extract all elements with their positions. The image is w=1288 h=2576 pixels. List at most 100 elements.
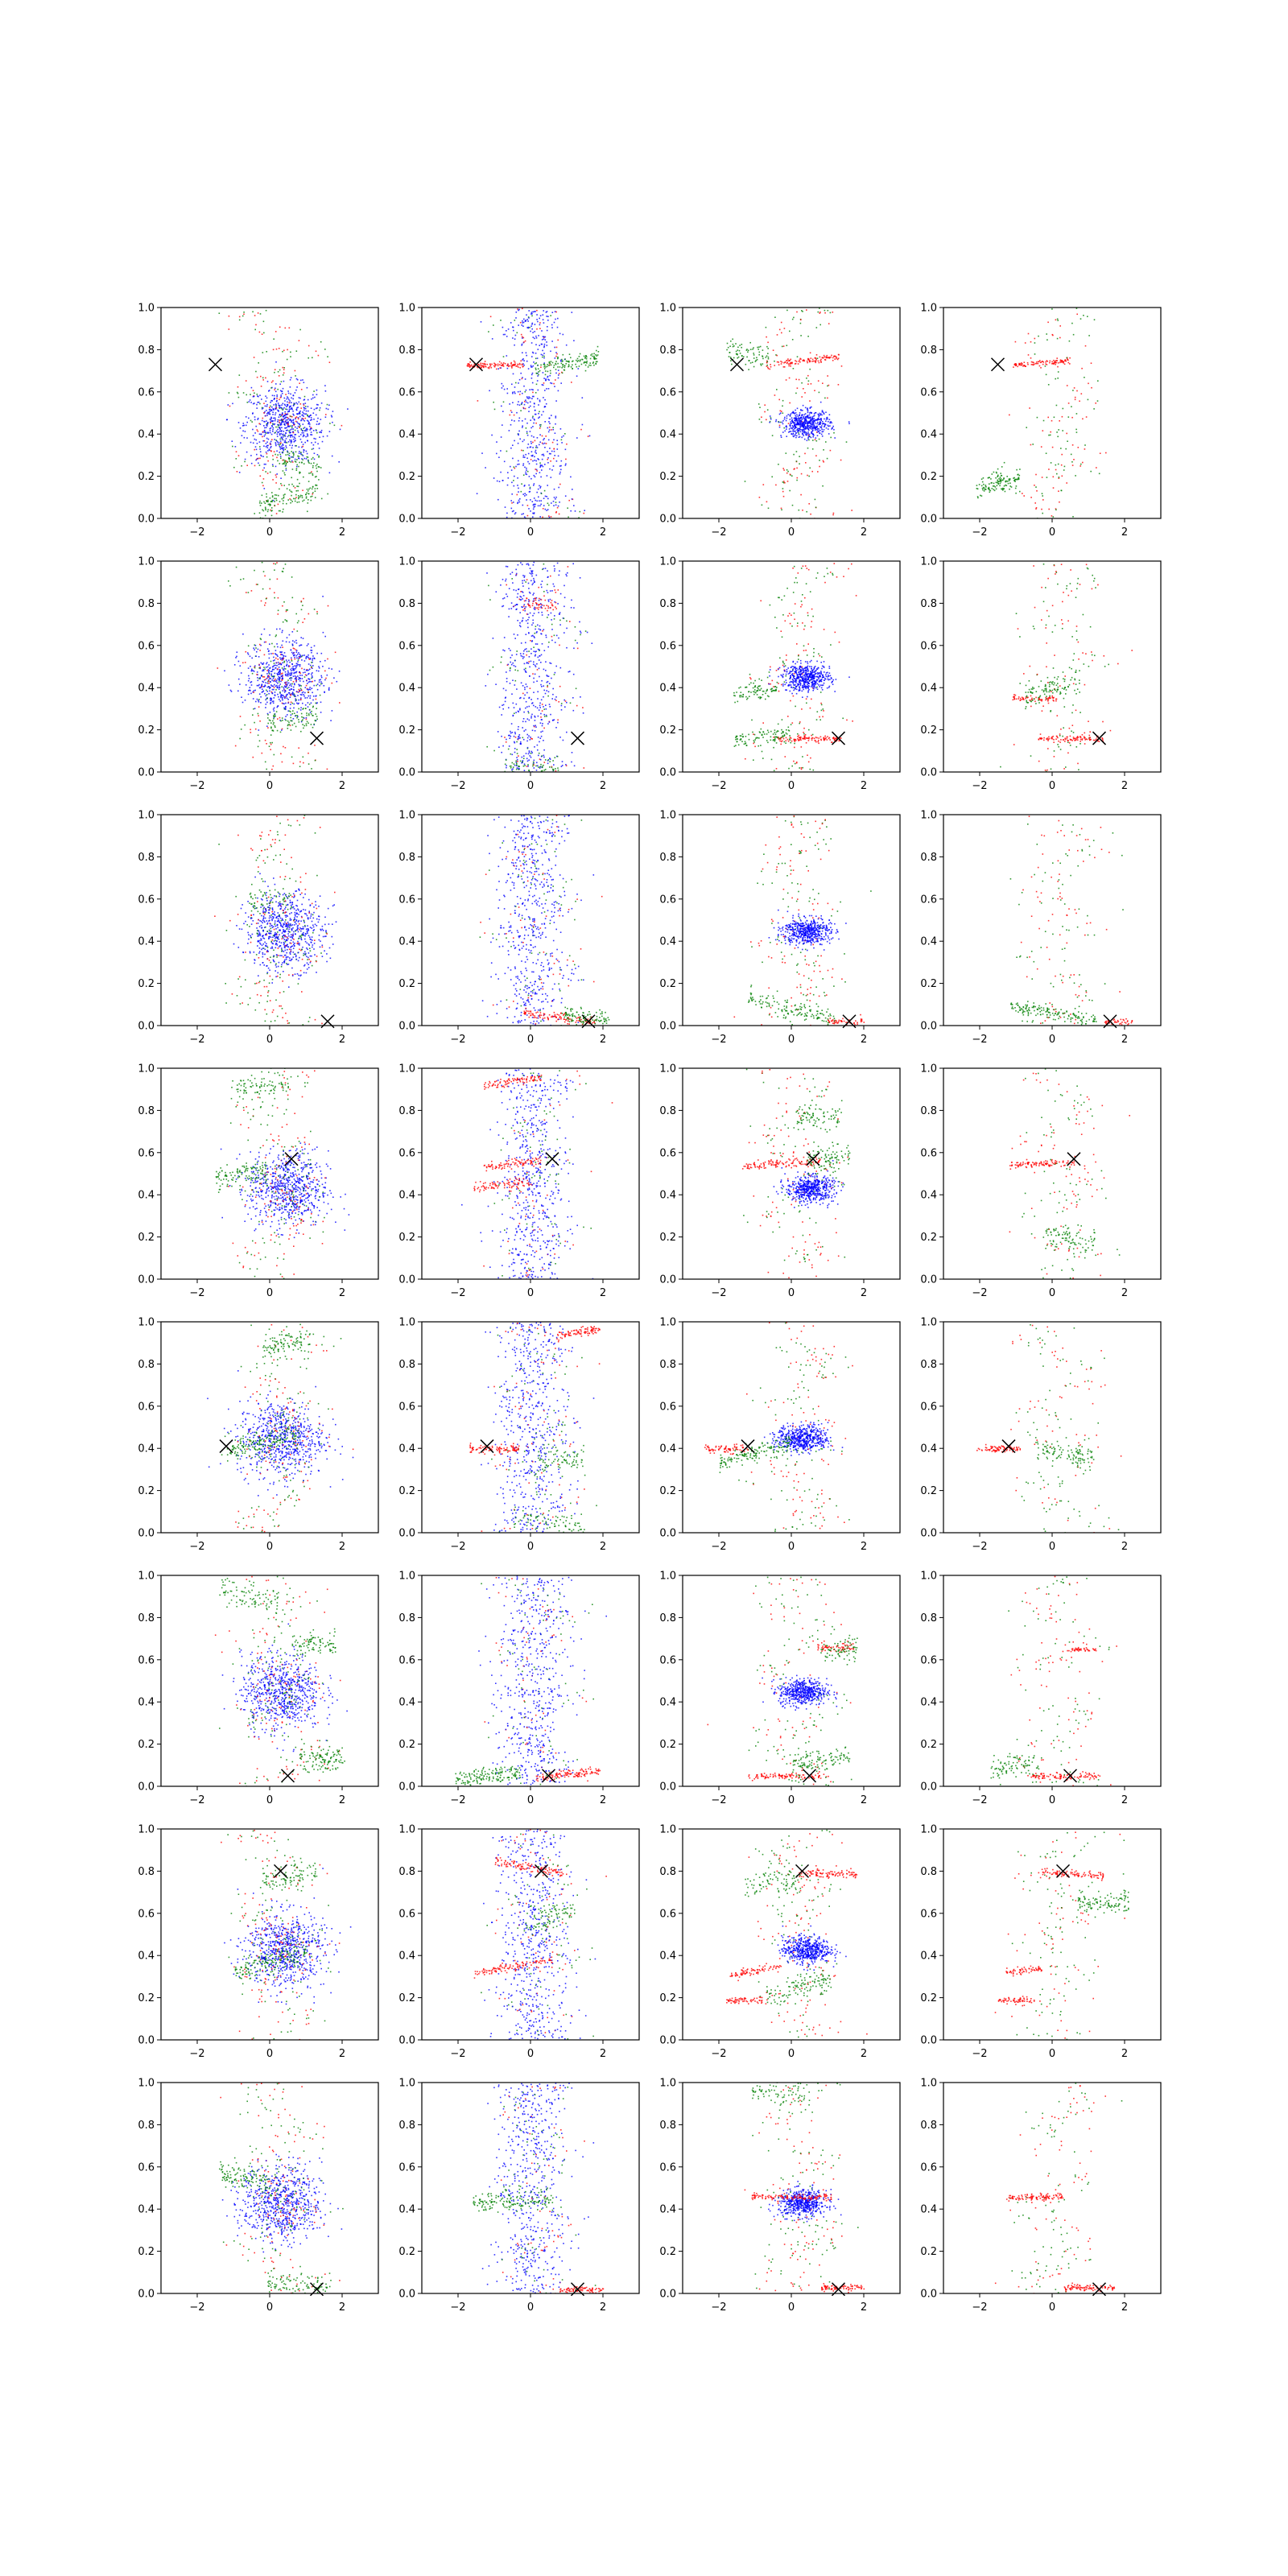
scatter-point	[791, 420, 793, 422]
scatter-point	[277, 674, 279, 675]
scatter-point	[547, 515, 550, 517]
scatter-point	[228, 684, 230, 686]
scatter-point	[299, 403, 302, 405]
scatter-point	[823, 423, 824, 425]
scatter-point	[554, 357, 556, 359]
scatter-point	[809, 420, 811, 422]
scatter-point	[537, 398, 539, 400]
scatter-point	[521, 378, 523, 380]
scatter-point	[1045, 361, 1046, 363]
scatter-point	[291, 702, 294, 704]
scatter-point	[1001, 488, 1002, 490]
scatter-point	[532, 460, 534, 462]
scatter-point	[329, 423, 331, 424]
scatter-point	[549, 758, 551, 760]
scatter-point	[1069, 363, 1071, 365]
scatter-point	[565, 765, 568, 766]
scatter-point	[282, 421, 283, 423]
scatter-point	[305, 497, 308, 499]
scatter-point	[292, 431, 295, 434]
scatter-point	[537, 488, 539, 490]
scatter-point	[801, 415, 803, 416]
scatter-point	[287, 421, 289, 423]
scatter-point	[783, 481, 785, 484]
scatter-point	[593, 355, 595, 357]
scatter-point	[521, 364, 523, 366]
scatter-point	[266, 725, 268, 727]
scatter-point	[277, 441, 279, 443]
scatter-point	[266, 351, 267, 353]
scatter-point	[728, 356, 730, 357]
scatter-point	[526, 457, 528, 459]
scatter-point	[535, 650, 536, 653]
scatter-point	[316, 702, 318, 704]
scatter-point	[251, 421, 253, 423]
scatter-point	[1007, 482, 1009, 485]
scatter-point	[525, 683, 527, 685]
scatter-point	[531, 395, 534, 398]
scatter-point	[822, 357, 824, 359]
scatter-point	[293, 404, 295, 406]
scatter-point	[810, 411, 811, 414]
scatter-point	[551, 312, 554, 313]
scatter-point	[810, 513, 811, 515]
scatter-point	[489, 363, 491, 365]
scatter-point	[280, 753, 282, 755]
scatter-point	[248, 675, 250, 677]
scatter-point	[978, 484, 980, 485]
scatter-point	[531, 501, 534, 502]
scatter-point	[512, 326, 514, 328]
scatter-point	[263, 431, 266, 433]
scatter-point	[514, 748, 516, 749]
scatter-point	[523, 604, 526, 605]
scatter-point	[296, 711, 298, 713]
scatter-point	[270, 504, 271, 506]
scatter-point	[542, 349, 543, 352]
scatter-point	[530, 312, 533, 313]
scatter-point	[779, 412, 782, 414]
scatter-point	[261, 502, 262, 504]
scatter-point	[1018, 364, 1020, 366]
scatter-point	[310, 434, 312, 436]
scatter-point	[552, 583, 555, 585]
scatter-point	[800, 319, 802, 320]
scatter-point	[268, 657, 270, 659]
scatter-point	[537, 375, 539, 377]
y-tick-label: 1.0	[920, 303, 937, 315]
scatter-point	[258, 715, 259, 716]
scatter-point	[551, 639, 553, 642]
scatter-point	[282, 452, 283, 454]
scatter-point	[783, 328, 786, 329]
scatter-point	[526, 493, 527, 496]
scatter-point	[265, 704, 267, 705]
scatter-point	[270, 417, 272, 419]
scatter-point	[298, 679, 299, 680]
scatter-point	[536, 357, 539, 359]
scatter-point	[270, 673, 272, 675]
scatter-point	[567, 572, 568, 574]
scatter-point	[307, 456, 309, 458]
scatter-point	[537, 691, 539, 693]
scatter-point	[248, 690, 250, 691]
scatter-point	[501, 387, 503, 389]
scatter-point	[564, 464, 567, 466]
scatter-point	[518, 324, 519, 326]
scatter-point	[503, 388, 506, 390]
scatter-point	[265, 509, 266, 511]
scatter-point	[273, 718, 275, 720]
scatter-point	[298, 719, 299, 720]
scatter-point	[546, 475, 548, 477]
scatter-point	[478, 365, 481, 366]
scatter-point	[1059, 325, 1061, 327]
scatter-point	[311, 768, 312, 770]
scatter-point	[1075, 413, 1078, 415]
scatter-point	[250, 590, 253, 592]
scatter-point	[271, 679, 273, 681]
scatter-point	[830, 436, 832, 439]
scatter-point	[557, 357, 559, 359]
scatter-point	[537, 364, 539, 366]
scatter-point	[273, 716, 275, 718]
scatter-point	[528, 750, 530, 752]
scatter-point	[272, 417, 275, 419]
scatter-point	[291, 435, 293, 436]
